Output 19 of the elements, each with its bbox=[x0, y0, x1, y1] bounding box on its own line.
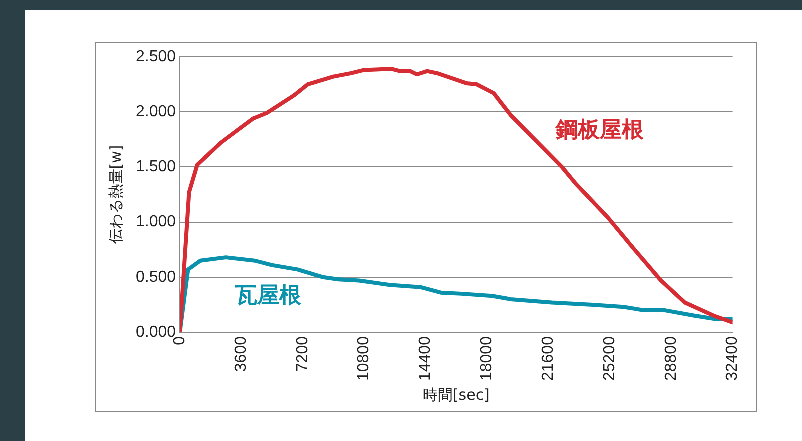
x-tick-label: 14400 bbox=[417, 336, 434, 382]
y-tick-label: 0.500 bbox=[136, 268, 176, 286]
y-tick-label: 1.500 bbox=[136, 158, 176, 176]
series-label: 瓦屋根 bbox=[234, 283, 302, 308]
x-tick-label: 7200 bbox=[294, 336, 312, 372]
y-tick-label: 1.000 bbox=[136, 214, 176, 231]
x-tick-label: 10800 bbox=[356, 336, 373, 382]
x-tick-label: 32400 bbox=[724, 336, 742, 382]
y-axis-title: 伝わる熱量[w] bbox=[106, 145, 125, 244]
series-label: 鋼板屋根 bbox=[554, 118, 645, 144]
x-tick-label: 28800 bbox=[662, 336, 680, 382]
x-tick-label: 21600 bbox=[540, 336, 557, 382]
y-tick-label: 2.500 bbox=[136, 48, 176, 66]
x-tick-label: 3600 bbox=[232, 336, 250, 372]
x-axis-title: 時間[sec] bbox=[422, 386, 490, 404]
x-tick-label: 25200 bbox=[601, 336, 618, 382]
x-tick-label: 18000 bbox=[478, 336, 496, 382]
y-tick-label: 2.000 bbox=[136, 104, 176, 121]
x-tick-label: 0 bbox=[171, 336, 188, 346]
